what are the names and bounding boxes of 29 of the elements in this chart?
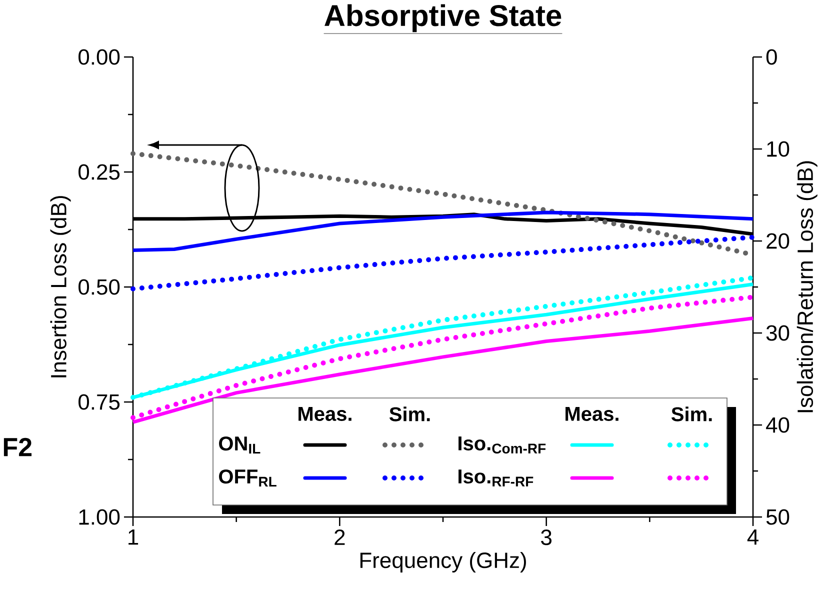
x-axis-title: Frequency (GHz)	[360, 552, 526, 572]
annotation: Meas.	[298, 407, 352, 421]
x-tick-label: 3	[541, 530, 552, 546]
annotation: Sim.	[671, 406, 712, 422]
y2-axis-title: Isolation/Return Loss (dB)	[796, 161, 818, 412]
text: F2	[4, 438, 32, 456]
x-tick-label: 2	[334, 530, 345, 545]
y-tick-label: 0.50	[78, 279, 120, 295]
annotation: Meas.	[566, 407, 618, 421]
chart-title: Absorptive State	[324, 4, 562, 32]
y2-tick-label: 40	[766, 417, 790, 433]
y-tick-label: 1.00	[79, 509, 120, 525]
legend-label: Iso.$_{RF-RF}$	[458, 470, 534, 486]
line-series	[131, 210, 755, 252]
annotation: Sim.	[389, 406, 430, 422]
x-tick-label: 4	[747, 530, 758, 545]
y-tick-label: 0.25	[78, 164, 120, 180]
x-tick-label: 1	[128, 530, 138, 545]
y-axis-title: Insertion Loss (dB)	[50, 196, 71, 378]
y2-tick-label: 0	[766, 49, 777, 65]
legend-label: ON$_{IL}$	[219, 436, 260, 454]
legend-label: OFF$_{RL}$	[219, 469, 276, 487]
legend-label: Iso.$_{Com-RF}$	[458, 436, 546, 454]
y2-tick-label: 10	[767, 141, 790, 157]
y-tick-label: 0.75	[78, 394, 120, 410]
y-tick-label: 0.00	[78, 49, 120, 65]
y2-tick-label: 30	[766, 325, 790, 341]
y2-tick-label: 50	[766, 509, 790, 525]
y2-tick-label: 20	[766, 233, 790, 249]
